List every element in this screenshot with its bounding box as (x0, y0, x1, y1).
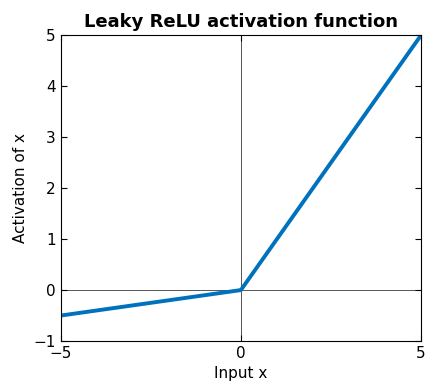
X-axis label: Input x: Input x (214, 367, 267, 381)
Y-axis label: Activation of x: Activation of x (13, 133, 28, 243)
Title: Leaky ReLU activation function: Leaky ReLU activation function (84, 13, 398, 31)
